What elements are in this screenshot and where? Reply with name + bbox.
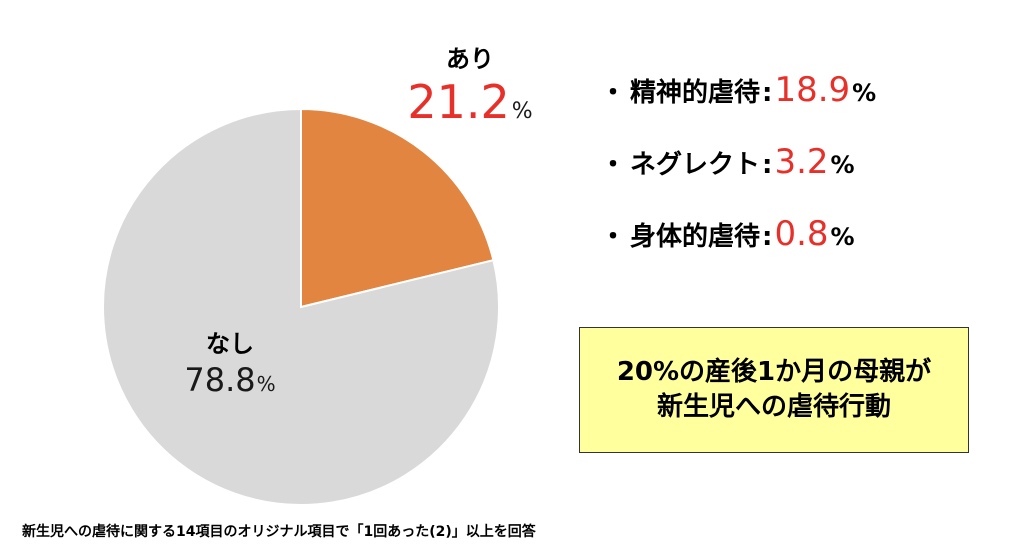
breakdown-name: ネグレクト <box>630 150 761 180</box>
bullet: ・ <box>600 222 627 252</box>
breakdown-colon: : <box>762 78 773 108</box>
bullet: ・ <box>600 78 627 108</box>
slice-label-no-name: なし <box>206 330 254 358</box>
slice-label-no-value: 78.8 <box>184 361 256 399</box>
breakdown-name: 精神的虐待 <box>630 78 761 108</box>
bullet: ・ <box>600 150 627 180</box>
breakdown-item-neglect: ・ ネグレクト : 3.2 % <box>600 142 876 214</box>
breakdown-value: 18.9 <box>774 70 851 110</box>
breakdown-value: 3.2 <box>774 142 829 182</box>
slice-label-yes: あり 21.2% <box>405 47 535 125</box>
slice-label-yes-value-line: 21.2% <box>405 79 535 125</box>
breakdown-colon: : <box>762 222 773 252</box>
breakdown-colon: : <box>762 150 773 180</box>
callout-line-1: 20%の産後1か月の母親が <box>616 356 932 387</box>
slice-label-yes-unit: % <box>511 99 533 124</box>
breakdown-unit: % <box>852 79 877 107</box>
pie-slice-no <box>102 107 500 506</box>
slice-label-yes-name: あり <box>446 45 494 73</box>
slice-label-no-unit: % <box>256 372 276 396</box>
summary-callout-box: 20%の産後1か月の母親が 新生児への虐待行動 <box>579 327 969 453</box>
footnote: 新生児への虐待に関する14項目のオリジナル項目で「1回あった(2)」以上を回答 <box>22 524 536 540</box>
slice-label-no: なし 78.8% <box>170 332 290 396</box>
slice-label-yes-value: 21.2 <box>407 75 510 129</box>
breakdown-unit: % <box>830 223 855 251</box>
breakdown-unit: % <box>830 151 855 179</box>
abuse-breakdown-list: ・ 精神的虐待 : 18.9 % ・ ネグレクト : 3.2 % ・ 身体的虐待… <box>600 70 876 286</box>
breakdown-value: 0.8 <box>774 214 829 254</box>
breakdown-item-physical: ・ 身体的虐待 : 0.8 % <box>600 214 876 286</box>
pie-slice-yes <box>300 107 495 309</box>
callout-line-2: 新生児への虐待行動 <box>656 392 891 422</box>
slice-label-no-value-line: 78.8% <box>170 364 290 396</box>
breakdown-name: 身体的虐待 <box>630 222 761 252</box>
breakdown-item-psychological: ・ 精神的虐待 : 18.9 % <box>600 70 876 142</box>
